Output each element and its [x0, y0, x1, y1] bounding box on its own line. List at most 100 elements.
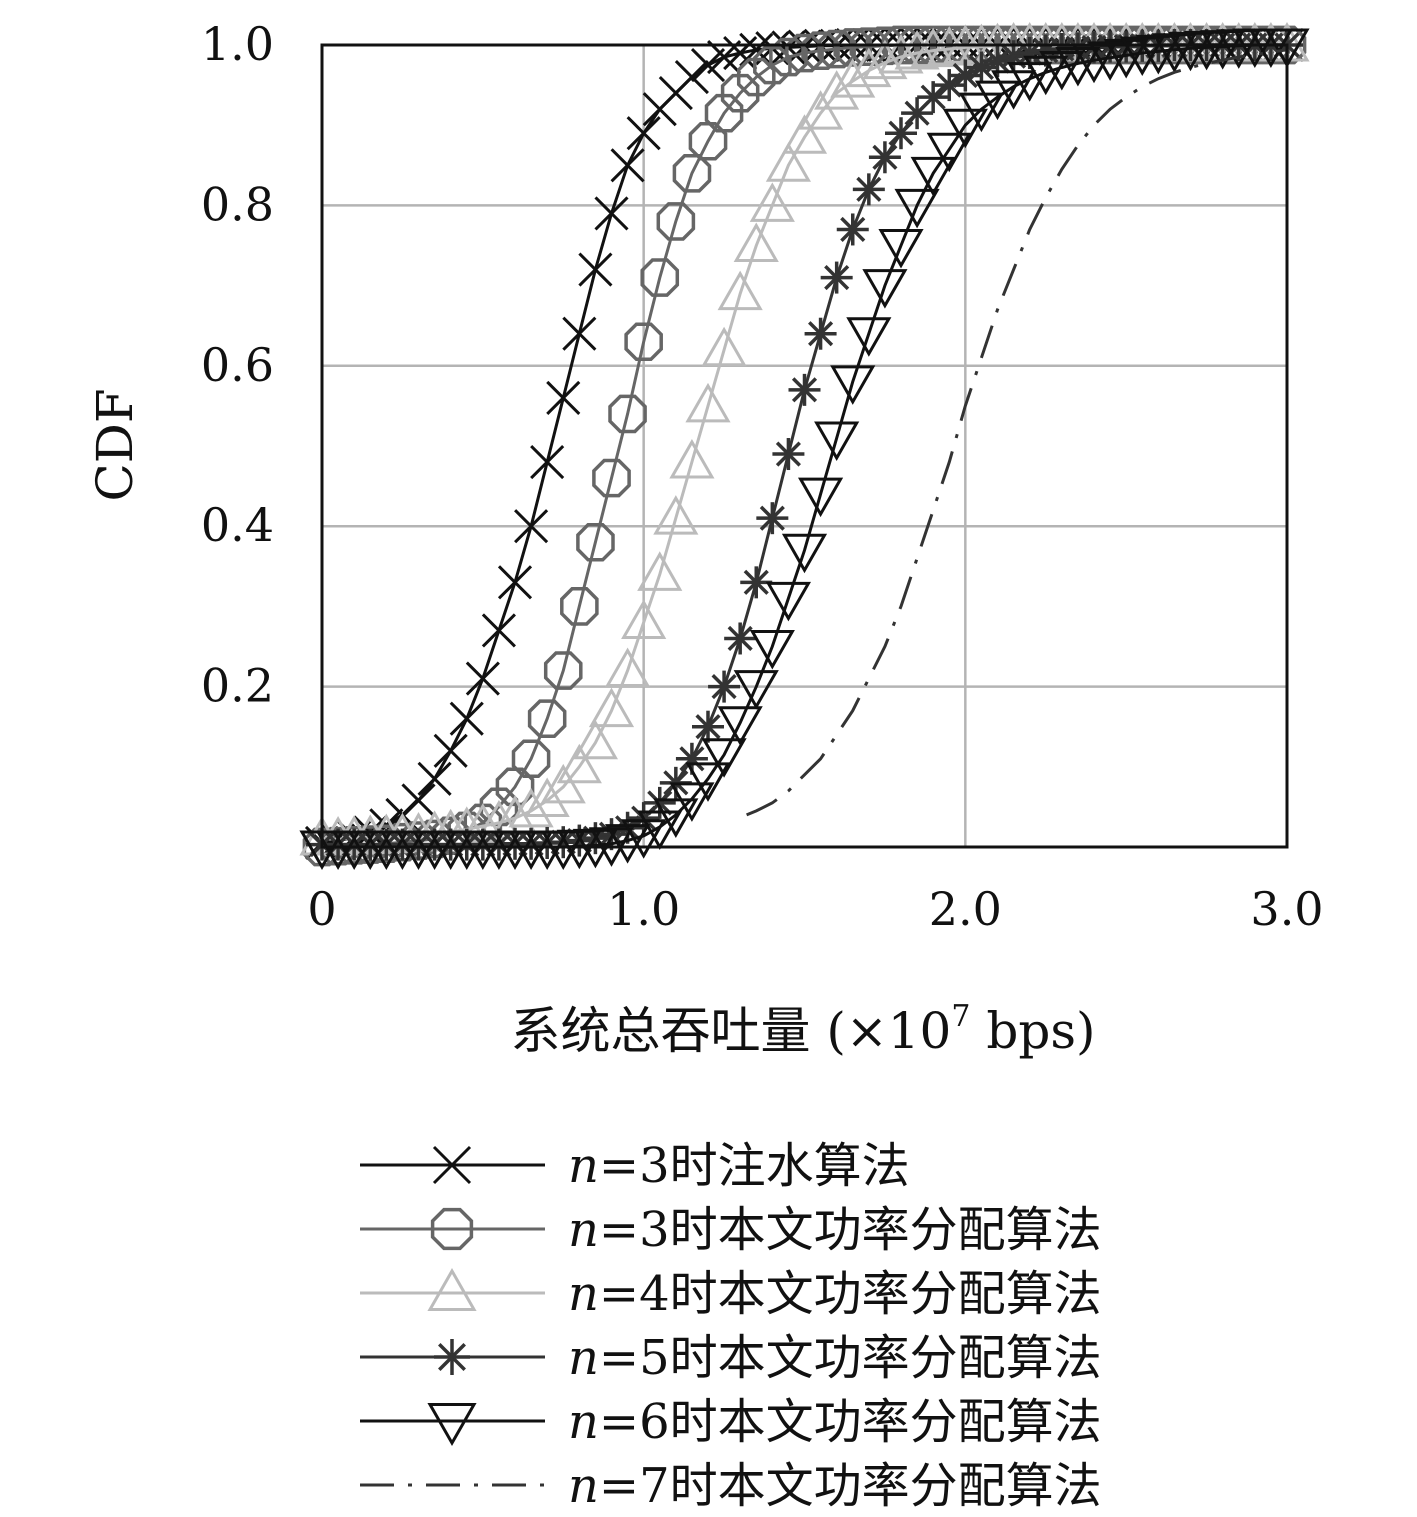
star-marker	[692, 710, 724, 743]
star-marker	[756, 502, 789, 535]
legend-label: n=7时本文功率分配算法	[568, 1458, 1102, 1514]
octagon-marker	[560, 587, 599, 626]
y-tick-label: 0.8	[201, 177, 274, 231]
legend-label: n=4时本文功率分配算法	[568, 1266, 1102, 1322]
octagon-marker	[430, 1207, 474, 1251]
triangle-down-marker	[926, 132, 972, 173]
triangle-up-marker	[797, 90, 844, 130]
triangle-up-marker	[749, 182, 795, 222]
series-line	[746, 48, 1288, 817]
series-line	[322, 43, 1287, 849]
x-axis-label-main: 系统总吞吐量 (×10	[510, 1002, 951, 1060]
triangle-down-marker	[1103, 38, 1149, 79]
series-3	[299, 21, 1310, 856]
x-marker	[530, 444, 565, 480]
x-marker	[674, 60, 709, 95]
legend-item: n=5时本文功率分配算法	[360, 1330, 1102, 1386]
legend-item: n=4时本文功率分配算法	[360, 1266, 1102, 1322]
triangle-down-marker	[669, 782, 715, 822]
star-marker	[434, 1339, 470, 1375]
x-tick-label: 2.0	[929, 882, 1002, 936]
x-marker	[690, 47, 726, 83]
series-5	[299, 28, 1310, 871]
legend-label-variable: n	[568, 1330, 599, 1386]
triangle-up-marker	[765, 142, 812, 182]
triangle-down-marker	[427, 1403, 477, 1447]
x-marker	[481, 613, 516, 648]
x-marker	[417, 761, 452, 796]
x-axis-label: 系统总吞吐量 (×107 bps)	[510, 999, 1095, 1060]
x-marker	[497, 565, 533, 600]
triangle-down-marker	[958, 92, 1005, 133]
triangle-up-marker	[846, 47, 892, 88]
star-marker	[868, 141, 901, 174]
legend-label-variable: n	[568, 1394, 599, 1450]
triangle-down-marker	[1135, 34, 1181, 75]
triangle-up-marker	[862, 39, 908, 80]
octagon-marker	[640, 258, 680, 297]
star-marker	[788, 373, 821, 406]
x-marker	[432, 1145, 472, 1185]
triangle-up-marker	[604, 647, 651, 688]
triangle-down-marker	[1087, 41, 1133, 81]
triangle-down-marker	[1055, 46, 1101, 87]
star-marker	[949, 59, 982, 92]
triangle-up-marker	[733, 222, 779, 262]
series-line	[322, 43, 1287, 847]
triangle-down-marker	[781, 533, 828, 574]
plot-frame	[320, 43, 1289, 849]
triangle-down-marker	[814, 421, 860, 462]
legend-label-variable: n	[568, 1458, 599, 1514]
octagon-marker	[592, 458, 631, 498]
legend-label-variable: n	[568, 1266, 599, 1322]
x-marker	[449, 701, 484, 736]
octagon-marker	[511, 739, 551, 779]
x-marker	[610, 148, 645, 183]
x-marker	[578, 252, 613, 287]
y-axis-label: CDF	[86, 388, 144, 501]
triangle-up-marker	[701, 326, 747, 367]
triangle-down-marker	[1151, 33, 1198, 73]
x-axis-label-exponent: 7	[951, 999, 970, 1034]
series-line	[321, 43, 1287, 849]
triangle-up-marker	[621, 599, 667, 639]
triangle-down-marker	[733, 670, 779, 710]
triangle-down-marker	[862, 269, 908, 309]
y-tick-label: 0.2	[201, 659, 274, 713]
triangle-down-marker	[910, 156, 956, 197]
x-axis-label-unit: bps)	[970, 1002, 1095, 1060]
legend-label: n=5时本文功率分配算法	[568, 1330, 1102, 1386]
x-marker	[546, 380, 581, 415]
octagon-marker	[624, 322, 663, 362]
star-marker	[852, 173, 885, 206]
x-tick-label: 1.0	[607, 882, 680, 936]
legend-label: n=3时本文功率分配算法	[568, 1202, 1102, 1258]
x-marker	[594, 196, 629, 231]
triangle-down-marker	[765, 581, 812, 622]
legend-label-text: =3时注水算法	[599, 1138, 910, 1194]
legend: n=3时注水算法n=3时本文功率分配算法n=4时本文功率分配算法n=5时本文功率…	[360, 1138, 1102, 1514]
x-marker	[626, 116, 661, 151]
triangle-down-marker	[797, 477, 844, 518]
triangle-up-marker	[556, 743, 602, 784]
triangle-up-marker	[653, 495, 699, 535]
triangle-up-marker	[894, 29, 940, 70]
legend-label: n=3时注水算法	[568, 1138, 910, 1194]
triangle-down-marker	[701, 738, 747, 778]
star-marker	[772, 438, 805, 471]
series-layer	[299, 21, 1310, 871]
triangle-up-marker	[637, 551, 683, 591]
triangle-down-marker	[1264, 28, 1310, 69]
triangle-up-marker	[508, 787, 554, 828]
triangle-up-marker	[540, 763, 586, 804]
octagon-marker	[527, 699, 567, 738]
triangle-down-marker	[749, 630, 795, 670]
legend-item: n=3时本文功率分配算法	[360, 1202, 1102, 1258]
triangle-up-marker	[427, 1267, 477, 1311]
series-line	[321, 43, 1287, 845]
triangle-down-marker	[846, 317, 892, 357]
triangle-up-marker	[781, 114, 828, 154]
octagon-marker	[656, 202, 696, 241]
legend-label-text: =7时本文功率分配算法	[599, 1458, 1102, 1514]
